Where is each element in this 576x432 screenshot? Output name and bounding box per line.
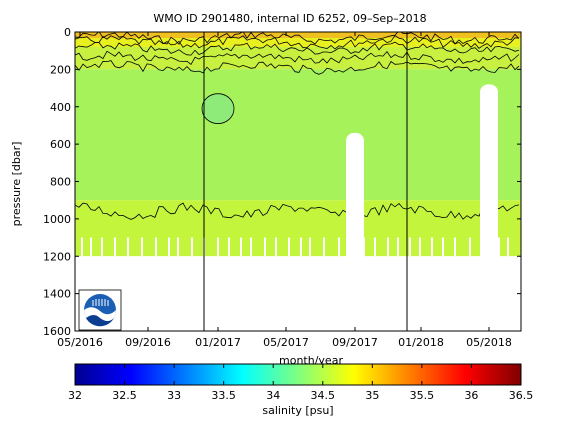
profile-gap bbox=[264, 237, 266, 257]
profile-gap bbox=[323, 237, 325, 257]
profile-gap bbox=[191, 237, 193, 257]
colorbar-label: salinity [psu] bbox=[262, 404, 333, 417]
colorbar-tick-label: 35 bbox=[365, 389, 379, 402]
x-tick-label: 05/2017 bbox=[263, 336, 309, 349]
colorbar-gradient bbox=[74, 363, 522, 386]
noaa-logo bbox=[78, 289, 122, 331]
colorbar-tick-label: 32.5 bbox=[112, 389, 137, 402]
profile-gap bbox=[275, 237, 277, 257]
colorbar-tick-label: 33 bbox=[167, 389, 181, 402]
x-tick-label: 01/2017 bbox=[195, 336, 241, 349]
no-data-region bbox=[75, 256, 521, 331]
profile-gap bbox=[469, 237, 471, 257]
colorbar-tick-label: 36.5 bbox=[509, 389, 534, 402]
profile-gap bbox=[442, 237, 444, 257]
profile-gap bbox=[288, 237, 290, 257]
profile-gap bbox=[431, 237, 433, 257]
profile-gap bbox=[177, 237, 179, 257]
salinity-contour bbox=[75, 50, 520, 65]
salinity-contour bbox=[75, 60, 520, 75]
colorbar-tick-label: 32 bbox=[68, 389, 82, 402]
profile-gap bbox=[300, 237, 302, 257]
profile-gap bbox=[419, 237, 421, 257]
profile-gap bbox=[81, 237, 83, 257]
salinity-contour bbox=[75, 32, 520, 45]
profile-gap bbox=[387, 237, 389, 257]
data-gap bbox=[480, 84, 498, 331]
salinity-contour bbox=[75, 35, 520, 50]
deep-salinity-contour bbox=[75, 202, 520, 221]
low-salinity-patch bbox=[201, 93, 235, 124]
profile-gap bbox=[90, 237, 92, 257]
colorbar-tick-label: 34.5 bbox=[311, 389, 336, 402]
colorbar-tick-label: 34 bbox=[266, 389, 280, 402]
profile-gap bbox=[217, 237, 219, 257]
profile-gap bbox=[141, 237, 143, 257]
x-tick-label: 05/2016 bbox=[57, 336, 103, 349]
y-tick-label: 600 bbox=[50, 138, 71, 151]
profile-gap bbox=[498, 237, 500, 257]
salinity-layer bbox=[75, 69, 521, 201]
colorbar-tick-label: 33.5 bbox=[211, 389, 236, 402]
y-tick-label: 800 bbox=[50, 176, 71, 189]
y-tick-label: 1200 bbox=[43, 250, 71, 263]
profile-gap bbox=[168, 237, 170, 257]
profile-gap bbox=[338, 237, 340, 257]
colorbar-tick-label: 36 bbox=[464, 389, 478, 402]
y-axis-label: pressure [dbar] bbox=[10, 142, 23, 227]
plot-area bbox=[75, 32, 521, 331]
x-tick-label: 09/2017 bbox=[332, 336, 378, 349]
profile-gap bbox=[454, 237, 456, 257]
x-tick-label: 05/2018 bbox=[466, 336, 512, 349]
profile-gap bbox=[228, 237, 230, 257]
salinity-contour bbox=[75, 41, 520, 56]
y-tick-label: 1000 bbox=[43, 213, 71, 226]
data-gap bbox=[346, 132, 364, 331]
profile-gap bbox=[127, 237, 129, 257]
profile-gap bbox=[397, 237, 399, 257]
x-tick-label: 09/2016 bbox=[125, 336, 171, 349]
profile-gap bbox=[250, 237, 252, 257]
colorbar: 32 32.5 33 33.5 34 34.5 35 35.5 36 36.5 salinity … bbox=[68, 363, 534, 417]
y-tick-label: 200 bbox=[50, 63, 71, 76]
chart-title: WMO ID 2901480, internal ID 6252, 09–Sep… bbox=[153, 12, 426, 25]
profile-gap bbox=[309, 237, 311, 257]
profile-gap bbox=[155, 237, 157, 257]
x-tick-label: 01/2018 bbox=[398, 336, 444, 349]
profile-gap bbox=[507, 237, 509, 257]
y-tick-label: 1400 bbox=[43, 288, 71, 301]
y-tick-label: 400 bbox=[50, 101, 71, 114]
y-tick-label: 1600 bbox=[43, 325, 71, 338]
profile-gap bbox=[374, 237, 376, 257]
profile-gap bbox=[114, 237, 116, 257]
profile-gap bbox=[240, 237, 242, 257]
y-tick-label: 0 bbox=[64, 26, 71, 39]
colorbar-tick-label: 35.5 bbox=[410, 389, 435, 402]
salinity-layer bbox=[75, 200, 521, 257]
profile-gap bbox=[101, 237, 103, 257]
profile-gap bbox=[409, 237, 411, 257]
